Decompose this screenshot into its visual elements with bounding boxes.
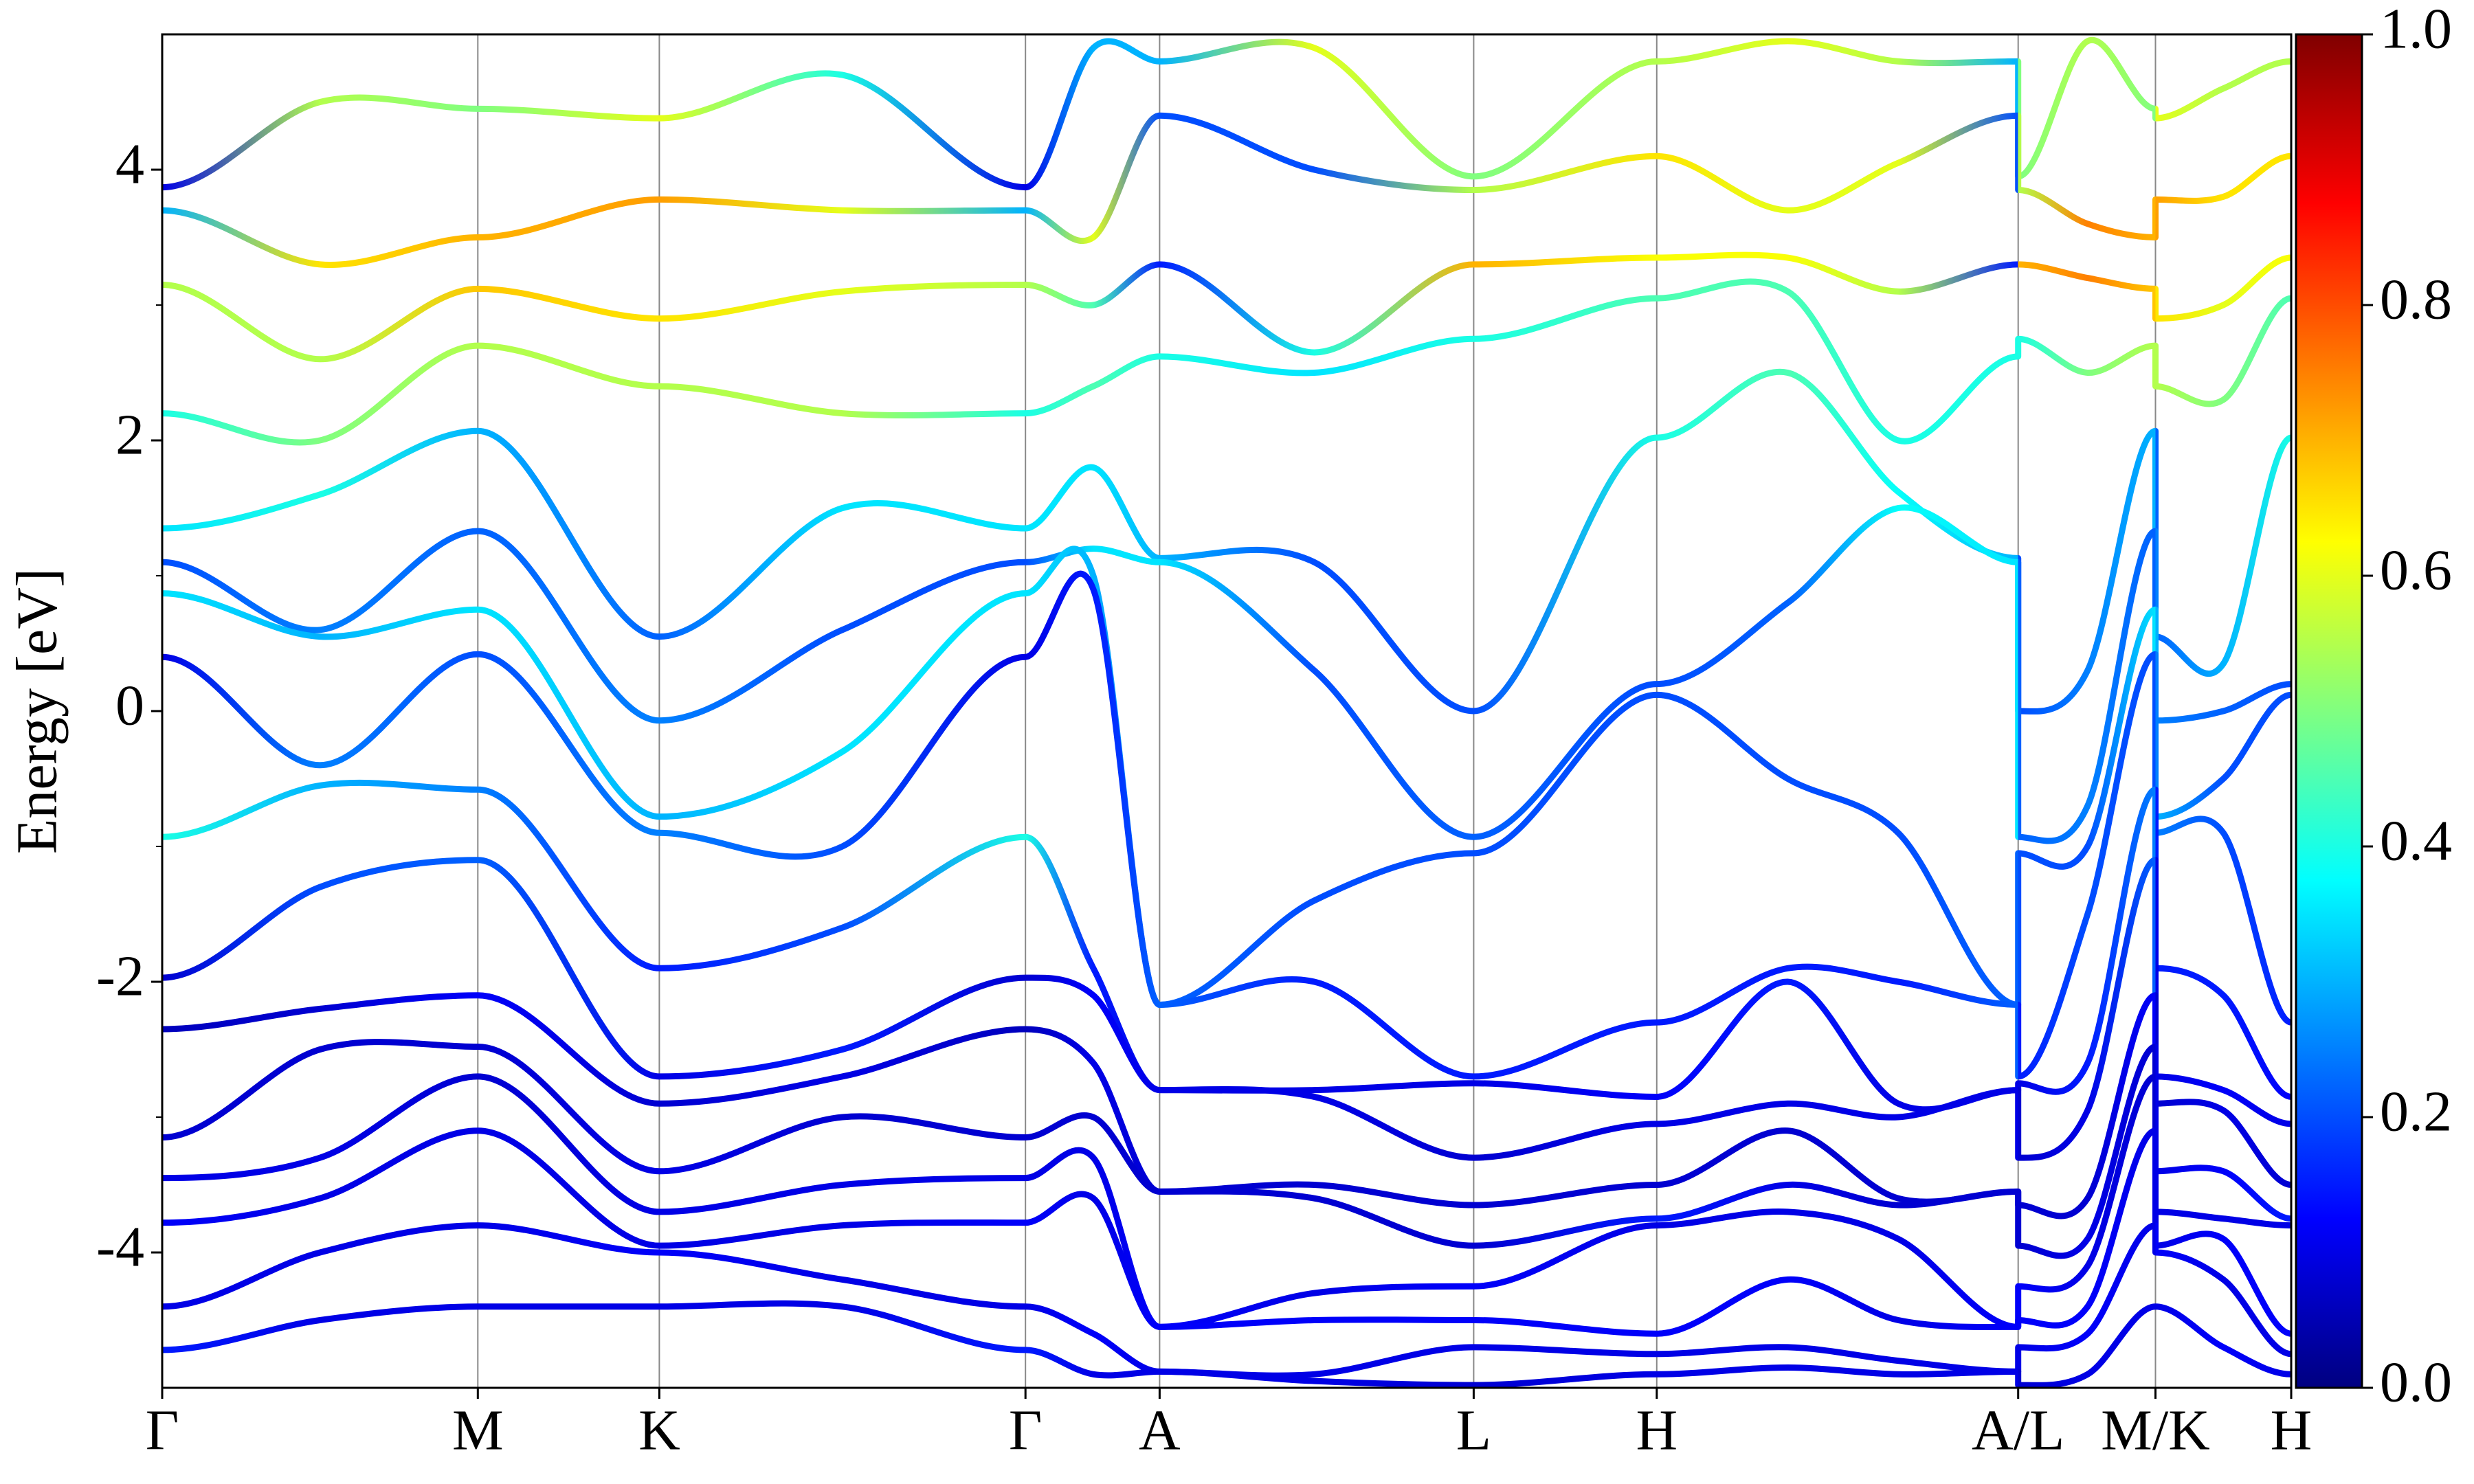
colorbar (2295, 33, 2363, 1389)
x-tick-label: M/K (2101, 1398, 2210, 1462)
band-line (162, 546, 2291, 1008)
bands (162, 36, 2291, 1388)
x-tick-label: K (638, 1398, 680, 1462)
band-line (162, 368, 2291, 715)
band-line (162, 251, 2291, 363)
x-tick-label: A (1139, 1398, 1181, 1462)
x-tick-label: A/L (1972, 1398, 2064, 1462)
x-tick-label: L (1456, 1398, 1491, 1462)
band-line (162, 1300, 2291, 1388)
band-line (162, 992, 2291, 1219)
x-tick-label: H (1636, 1398, 1678, 1462)
band-line (162, 112, 2291, 269)
band-line (162, 779, 2291, 1113)
y-tick-label: -2 (96, 944, 144, 1008)
x-tick-label: M (452, 1398, 504, 1462)
colorbar-tick-label: 0.2 (2380, 1079, 2452, 1143)
band-line (162, 504, 2291, 844)
x-tick-label: Γ (146, 1398, 179, 1462)
colorbar-tick-label: 1.0 (2380, 0, 2452, 60)
y-tick-label: 4 (115, 132, 144, 196)
band-line (162, 278, 2291, 446)
y-axis-label: Energy [eV] (5, 568, 69, 854)
colorbar-tick-label: 0.8 (2380, 267, 2452, 331)
band-line (162, 1073, 2291, 1330)
x-tick-label: H (2271, 1398, 2313, 1462)
band-line (162, 857, 2291, 1161)
band-line (162, 1039, 2291, 1259)
band-line (162, 1222, 2291, 1379)
colorbar-tick-label: 0.0 (2380, 1350, 2452, 1414)
band-line (162, 570, 2291, 1080)
y-tick-label: 0 (115, 673, 144, 737)
x-tick-label: Γ (1009, 1398, 1043, 1462)
y-tick-label: 2 (115, 403, 144, 466)
band-line (162, 1127, 2291, 1337)
colorbar-tick-label: 0.6 (2380, 538, 2452, 602)
colorbar-tick-label: 0.4 (2380, 809, 2452, 873)
y-tick-label: -4 (96, 1215, 144, 1279)
band-line (162, 36, 2291, 191)
